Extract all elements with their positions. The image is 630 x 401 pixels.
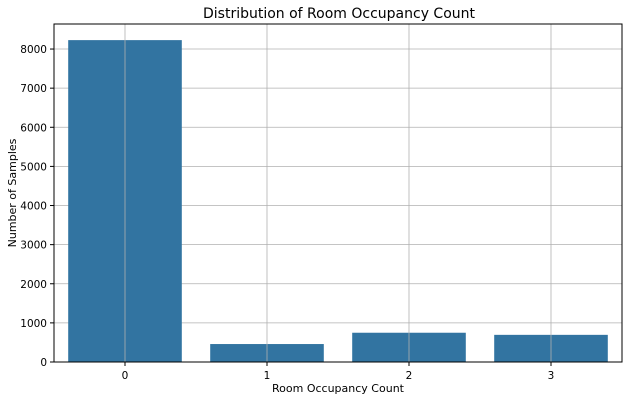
- y-tick-label: 2000: [20, 279, 47, 291]
- y-axis-label: Number of Samples: [6, 138, 19, 247]
- x-tick-label: 0: [122, 370, 129, 382]
- y-tick-label: 6000: [20, 122, 47, 134]
- y-tick-label: 1000: [20, 318, 47, 330]
- x-tick-label: 2: [406, 370, 413, 382]
- x-tick-label: 3: [548, 370, 555, 382]
- chart-title: Distribution of Room Occupancy Count: [203, 6, 476, 22]
- y-tick-label: 3000: [20, 240, 47, 252]
- y-tick-label: 7000: [20, 83, 47, 95]
- y-tick-label: 0: [40, 357, 47, 369]
- x-axis-label: Room Occupancy Count: [272, 382, 405, 395]
- vertical-grid-lines: [124, 24, 552, 362]
- y-tick-label: 5000: [20, 161, 47, 173]
- x-axis-ticks: 0 1 2 3: [122, 362, 555, 382]
- plot-frame: [53, 23, 623, 363]
- y-tick-label: 4000: [20, 201, 47, 213]
- x-tick-label: 1: [264, 370, 271, 382]
- y-axis-ticks: 0 1000 2000 3000 4000 5000 6000 7000 8000: [20, 44, 54, 369]
- y-tick-label: 8000: [20, 44, 47, 56]
